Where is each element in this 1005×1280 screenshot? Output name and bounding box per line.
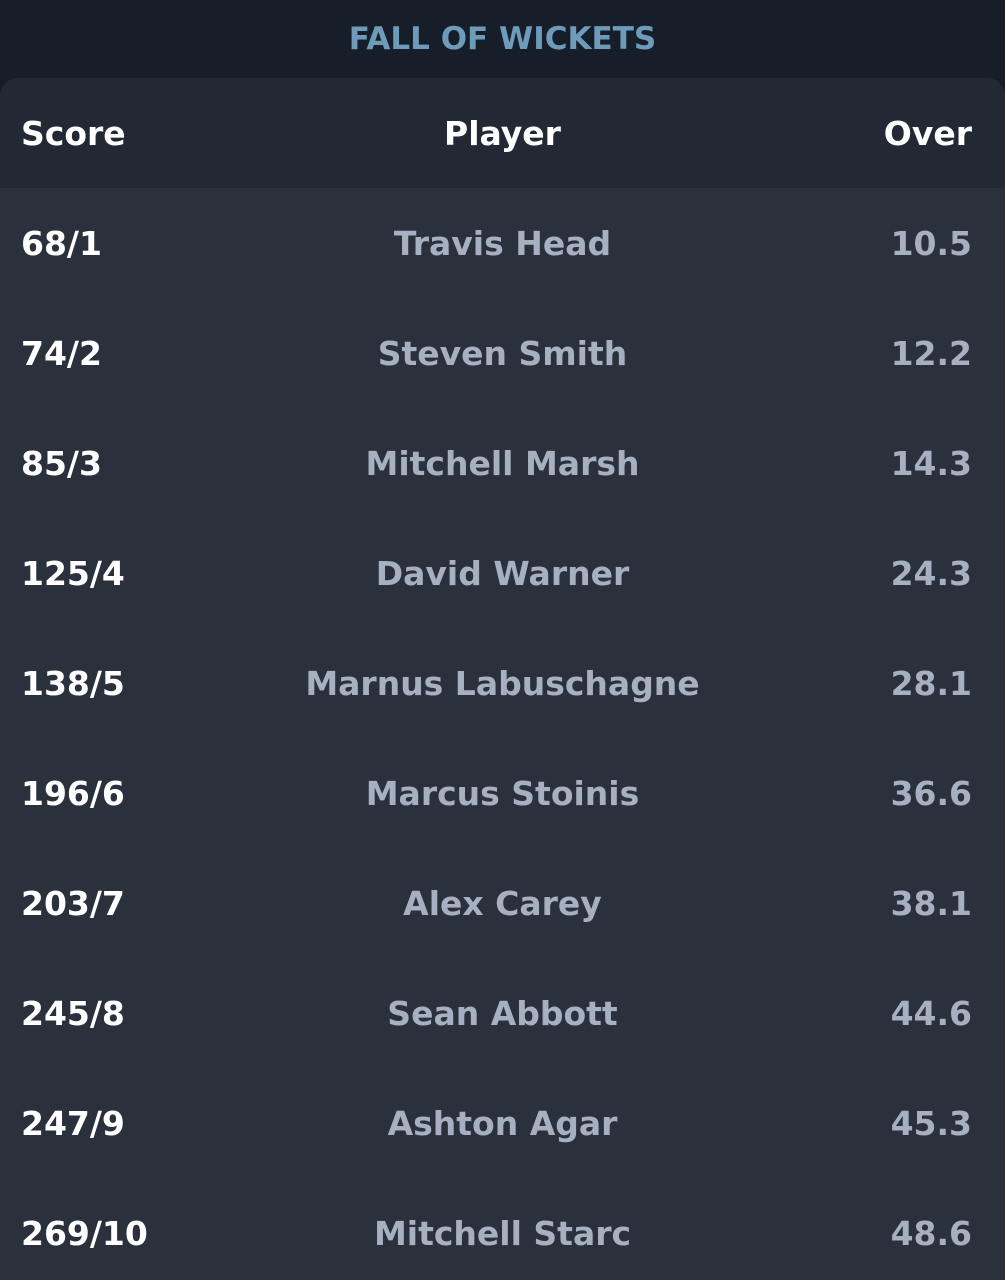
player-cell[interactable]: Steven Smith	[377, 333, 628, 373]
table-row: 74/2 Steven Smith 12.2	[0, 298, 1005, 408]
score-cell: 138/5	[21, 663, 125, 703]
player-cell[interactable]: Sean Abbott	[387, 993, 618, 1033]
table-row: 138/5 Marnus Labuschagne 28.1	[0, 628, 1005, 738]
column-header-over: Over	[883, 113, 972, 153]
over-cell: 44.6	[890, 993, 972, 1033]
over-cell: 28.1	[890, 663, 972, 703]
over-cell: 48.6	[890, 1213, 972, 1253]
over-cell: 36.6	[890, 773, 972, 813]
table-row: 269/10 Mitchell Starc 48.6	[0, 1178, 1005, 1280]
section-header: FALL OF WICKETS	[0, 0, 1005, 78]
player-cell[interactable]: Marnus Labuschagne	[305, 663, 700, 703]
table-row: 196/6 Marcus Stoinis 36.6	[0, 738, 1005, 848]
score-cell: 125/4	[21, 553, 125, 593]
player-cell[interactable]: Mitchell Marsh	[365, 443, 640, 483]
score-cell: 245/8	[21, 993, 125, 1033]
score-cell: 85/3	[21, 443, 102, 483]
over-cell: 14.3	[890, 443, 972, 483]
score-cell: 247/9	[21, 1103, 125, 1143]
table-row: 245/8 Sean Abbott 44.6	[0, 958, 1005, 1068]
over-cell: 24.3	[890, 553, 972, 593]
table-row: 85/3 Mitchell Marsh 14.3	[0, 408, 1005, 518]
score-cell: 196/6	[21, 773, 125, 813]
player-cell[interactable]: David Warner	[375, 553, 630, 593]
player-cell[interactable]: Marcus Stoinis	[365, 773, 640, 813]
table-row: 247/9 Ashton Agar 45.3	[0, 1068, 1005, 1178]
over-cell: 38.1	[890, 883, 972, 923]
table-row: 125/4 David Warner 24.3	[0, 518, 1005, 628]
player-cell[interactable]: Alex Carey	[403, 883, 602, 923]
player-cell[interactable]: Mitchell Starc	[373, 1213, 632, 1253]
over-cell: 45.3	[890, 1103, 972, 1143]
score-cell: 269/10	[21, 1213, 148, 1253]
table-body: 68/1 Travis Head 10.5 74/2 Steven Smith …	[0, 188, 1005, 1280]
table-row: 203/7 Alex Carey 38.1	[0, 848, 1005, 958]
player-cell[interactable]: Ashton Agar	[387, 1103, 618, 1143]
score-cell: 68/1	[21, 223, 102, 263]
player-cell[interactable]: Travis Head	[393, 223, 612, 263]
section-title: FALL OF WICKETS	[348, 21, 657, 57]
column-header-score: Score	[21, 113, 126, 153]
score-cell: 203/7	[21, 883, 125, 923]
table-header: Score Player Over	[0, 78, 1005, 188]
over-cell: 12.2	[890, 333, 972, 373]
table-row: 68/1 Travis Head 10.5	[0, 188, 1005, 298]
score-cell: 74/2	[21, 333, 102, 373]
column-header-player: Player	[444, 113, 561, 153]
fall-of-wickets-table: Score Player Over 68/1 Travis Head 10.5 …	[0, 78, 1005, 1280]
over-cell: 10.5	[890, 223, 972, 263]
